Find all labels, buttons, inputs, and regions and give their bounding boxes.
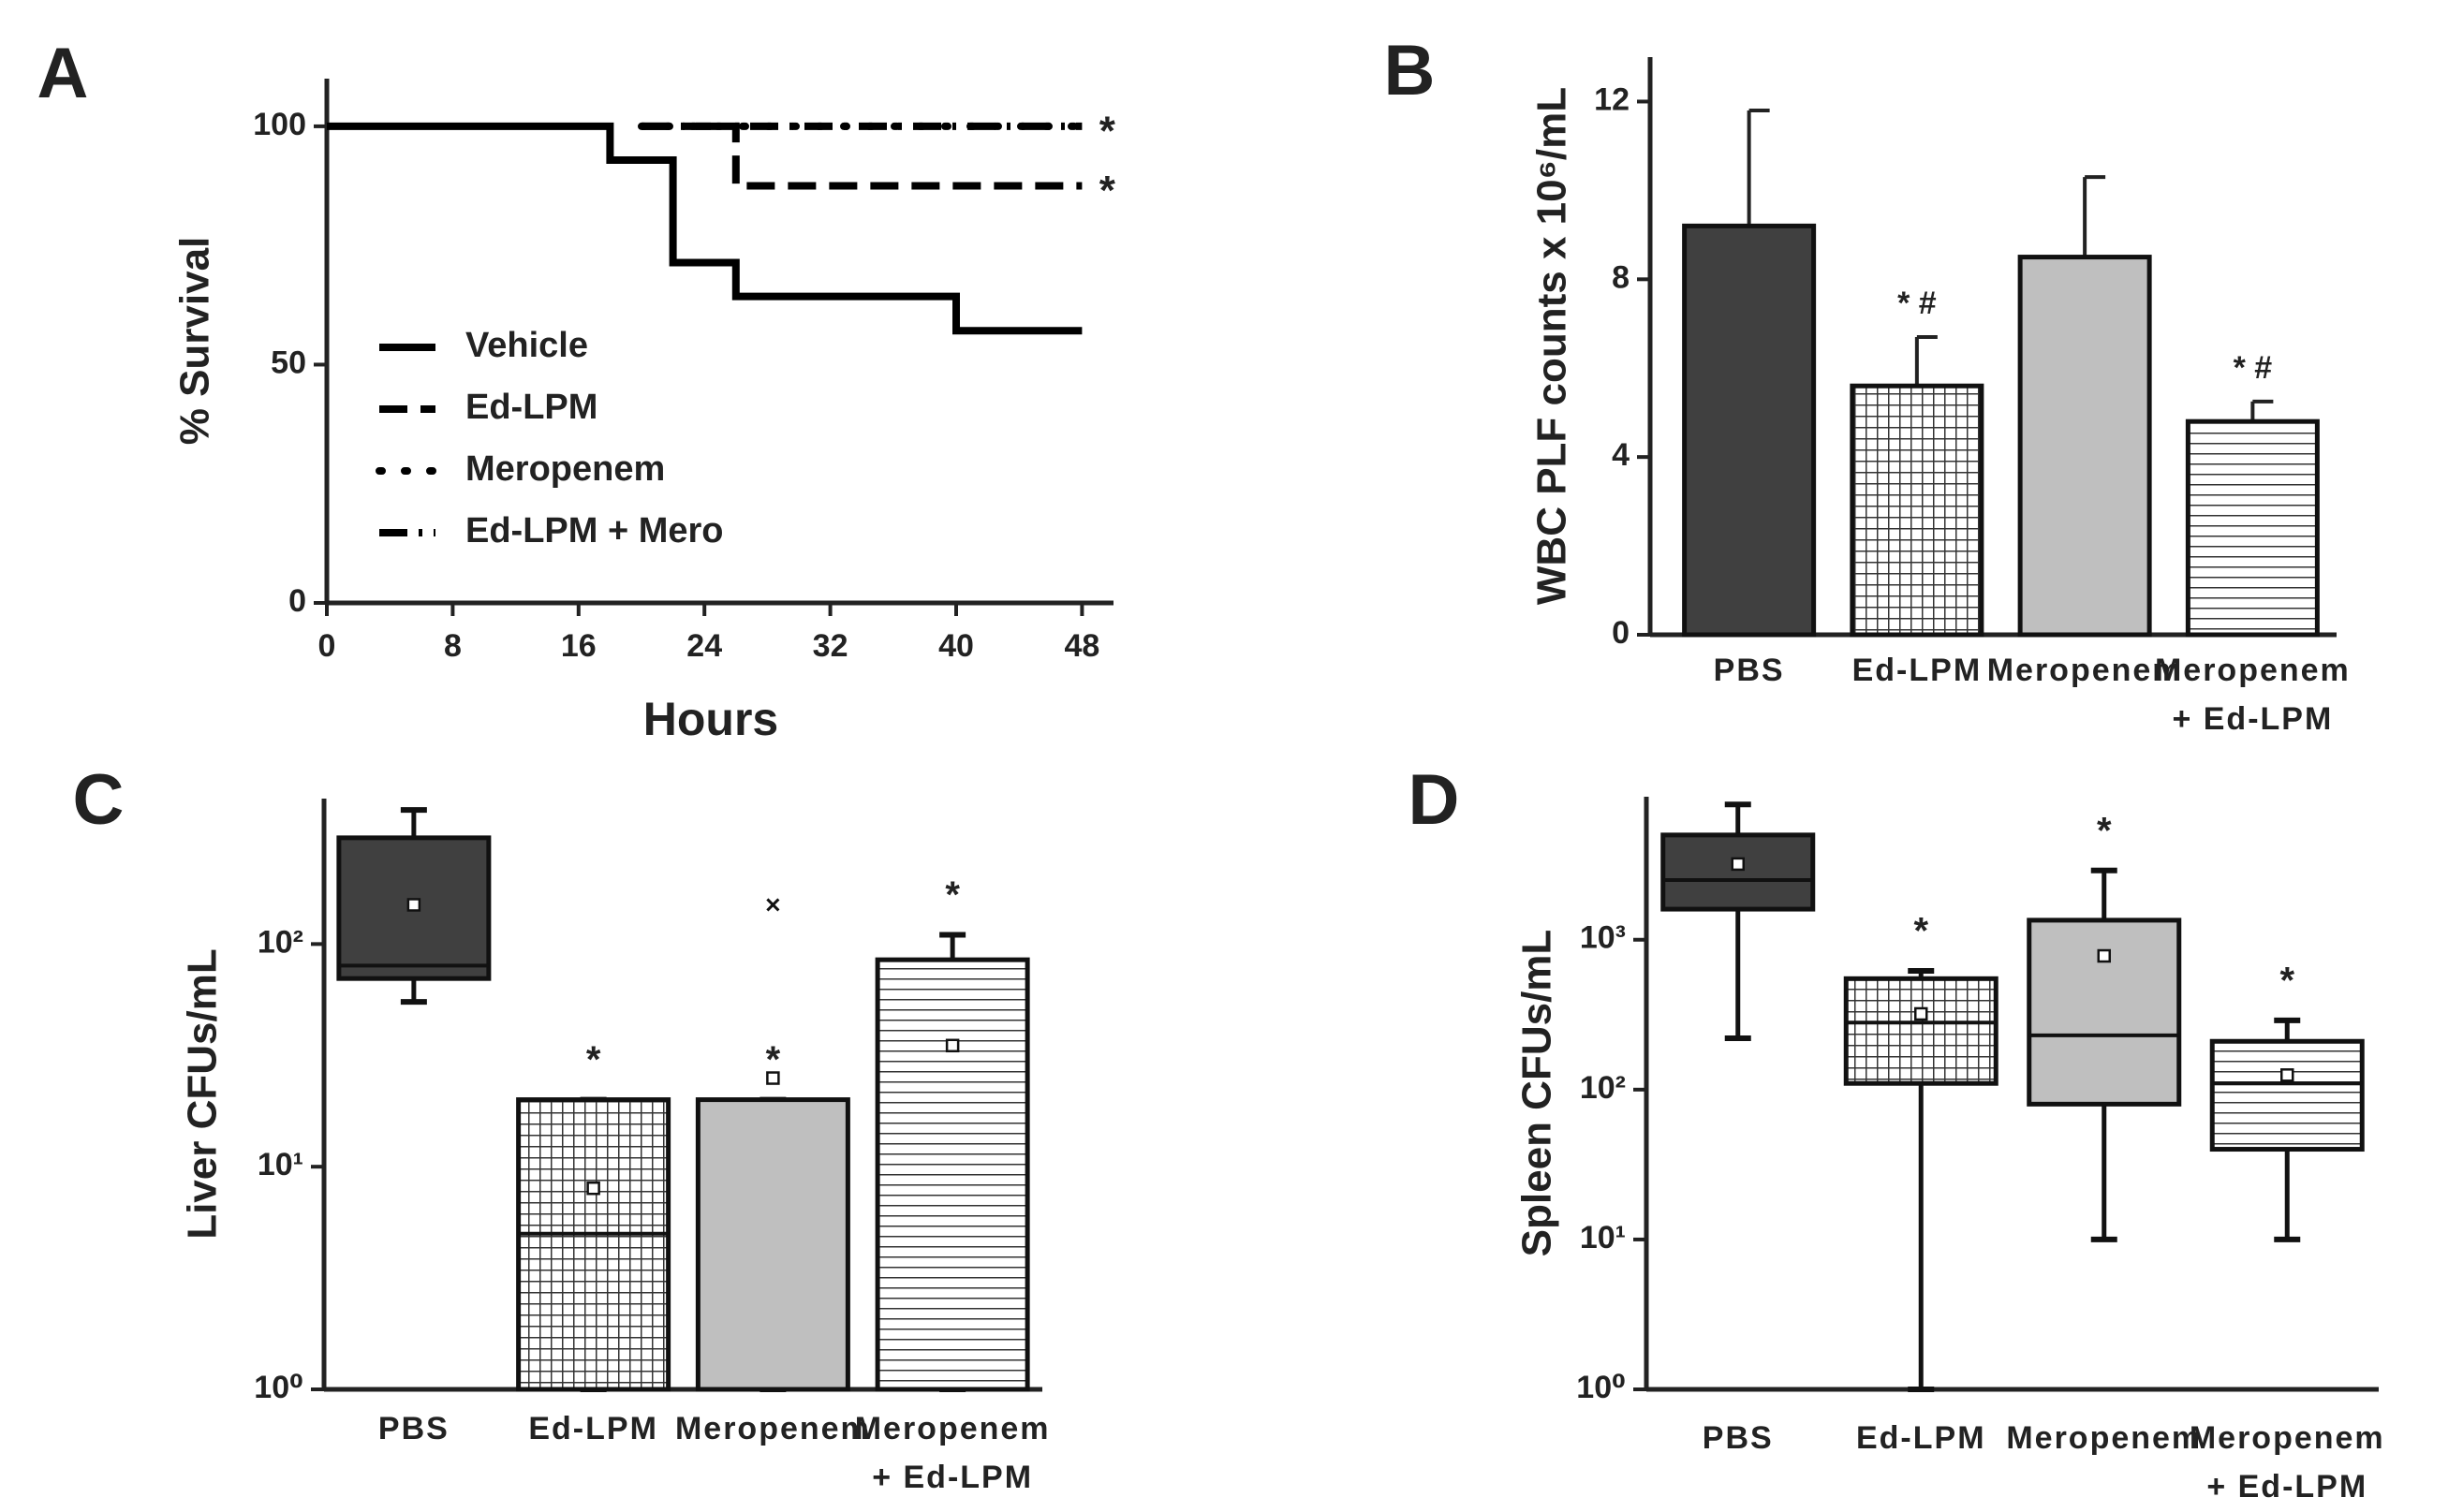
x-tick-label: Meropenem + Ed-LPM xyxy=(854,1411,1051,1495)
y-tick-label: 10⁰ xyxy=(1576,1370,1626,1405)
legend-label: Ed-LPM + Mero xyxy=(465,511,724,550)
mean xyxy=(945,1038,960,1053)
annotation: * # xyxy=(1897,286,1937,321)
x-tick-label: Meropenem xyxy=(2006,1420,2203,1456)
x-tick-label: 32 xyxy=(813,628,848,664)
y-axis-label: Liver CFUs/mL xyxy=(180,948,226,1240)
y-tick-label: 10¹ xyxy=(258,1147,303,1182)
box xyxy=(2209,1038,2365,1152)
panel-letter: C xyxy=(73,760,125,840)
y-axis-label: Spleen CFUs/mL xyxy=(1514,930,1560,1257)
annotation: * xyxy=(1099,109,1116,154)
x-tick-label: Ed-LPM xyxy=(528,1411,658,1446)
x-tick-label: PBS xyxy=(1713,653,1785,688)
box xyxy=(1660,832,1816,912)
x-tick-label: Ed-LPM xyxy=(1851,653,1983,688)
panel-letter: A xyxy=(37,34,89,113)
y-tick-label: 10² xyxy=(1580,1070,1626,1106)
y-axis-label: WBC PLF counts x 10⁶/mL xyxy=(1529,87,1575,605)
y-tick-label: 10² xyxy=(258,924,303,960)
x-tick-label: 24 xyxy=(686,628,722,664)
x-tick-label: Meropenem + Ed-LPM xyxy=(2189,1420,2385,1505)
mean xyxy=(2097,948,2111,963)
legend-label: Vehicle xyxy=(465,326,588,365)
y-tick-label: 10¹ xyxy=(1580,1220,1626,1255)
bar xyxy=(2185,418,2320,638)
x-tick-label: PBS xyxy=(377,1411,450,1446)
y-tick-label: 10⁰ xyxy=(254,1370,303,1405)
box xyxy=(2027,917,2182,1107)
y-tick-label: 0 xyxy=(288,583,306,619)
x-tick-label: Ed-LPM xyxy=(1855,1420,1986,1456)
x-tick-label: Meropenem xyxy=(1986,653,2183,688)
y-tick-label: 8 xyxy=(1612,259,1630,295)
box xyxy=(1843,976,1998,1086)
x-tick-label: 40 xyxy=(938,628,974,664)
y-tick-label: 10³ xyxy=(1580,920,1626,956)
mean xyxy=(1914,1006,1928,1021)
annotation: * xyxy=(586,1039,601,1080)
mean xyxy=(2280,1068,2294,1082)
box xyxy=(695,1097,850,1392)
box xyxy=(875,957,1030,1392)
y-tick-label: 100 xyxy=(253,107,306,142)
y-axis-label: % Survival xyxy=(172,237,218,446)
panel-letter: D xyxy=(1408,760,1460,840)
y-tick-label: 50 xyxy=(271,345,306,380)
x-axis-label: Hours xyxy=(643,693,778,745)
bar xyxy=(2017,255,2152,638)
mean xyxy=(1731,857,1745,872)
annotation: * xyxy=(766,1039,781,1080)
box xyxy=(516,1097,671,1392)
legend-label: Ed-LPM xyxy=(465,388,597,427)
bar xyxy=(1682,223,1817,638)
annotation: * # xyxy=(2234,350,2273,386)
x-tick-label: 48 xyxy=(1064,628,1099,664)
mean xyxy=(766,1071,780,1085)
annotation: * xyxy=(2279,960,2294,1001)
mean xyxy=(586,1181,600,1196)
annotation: * xyxy=(2097,810,2112,851)
x-tick-label: 0 xyxy=(318,628,336,664)
x-tick-label: 16 xyxy=(561,628,597,664)
x-tick-label: Meropenem + Ed-LPM xyxy=(2154,653,2351,737)
y-tick-label: 0 xyxy=(1612,615,1630,651)
x-tick-label: Meropenem xyxy=(674,1411,871,1446)
annotation: * xyxy=(1099,168,1116,213)
panel-letter: B xyxy=(1384,31,1436,110)
y-tick-label: 4 xyxy=(1612,437,1630,473)
annotation: * xyxy=(945,874,960,916)
bar xyxy=(1850,383,1984,638)
series-line xyxy=(327,122,1083,335)
series-line xyxy=(642,122,1083,190)
x-tick-label: 8 xyxy=(444,628,462,664)
y-tick-label: 12 xyxy=(1594,81,1630,117)
legend-label: Meropenem xyxy=(465,449,665,489)
annotation: * xyxy=(1913,911,1928,952)
mean xyxy=(406,898,421,912)
x-tick-label: PBS xyxy=(1702,1420,1774,1456)
flier xyxy=(766,898,780,912)
